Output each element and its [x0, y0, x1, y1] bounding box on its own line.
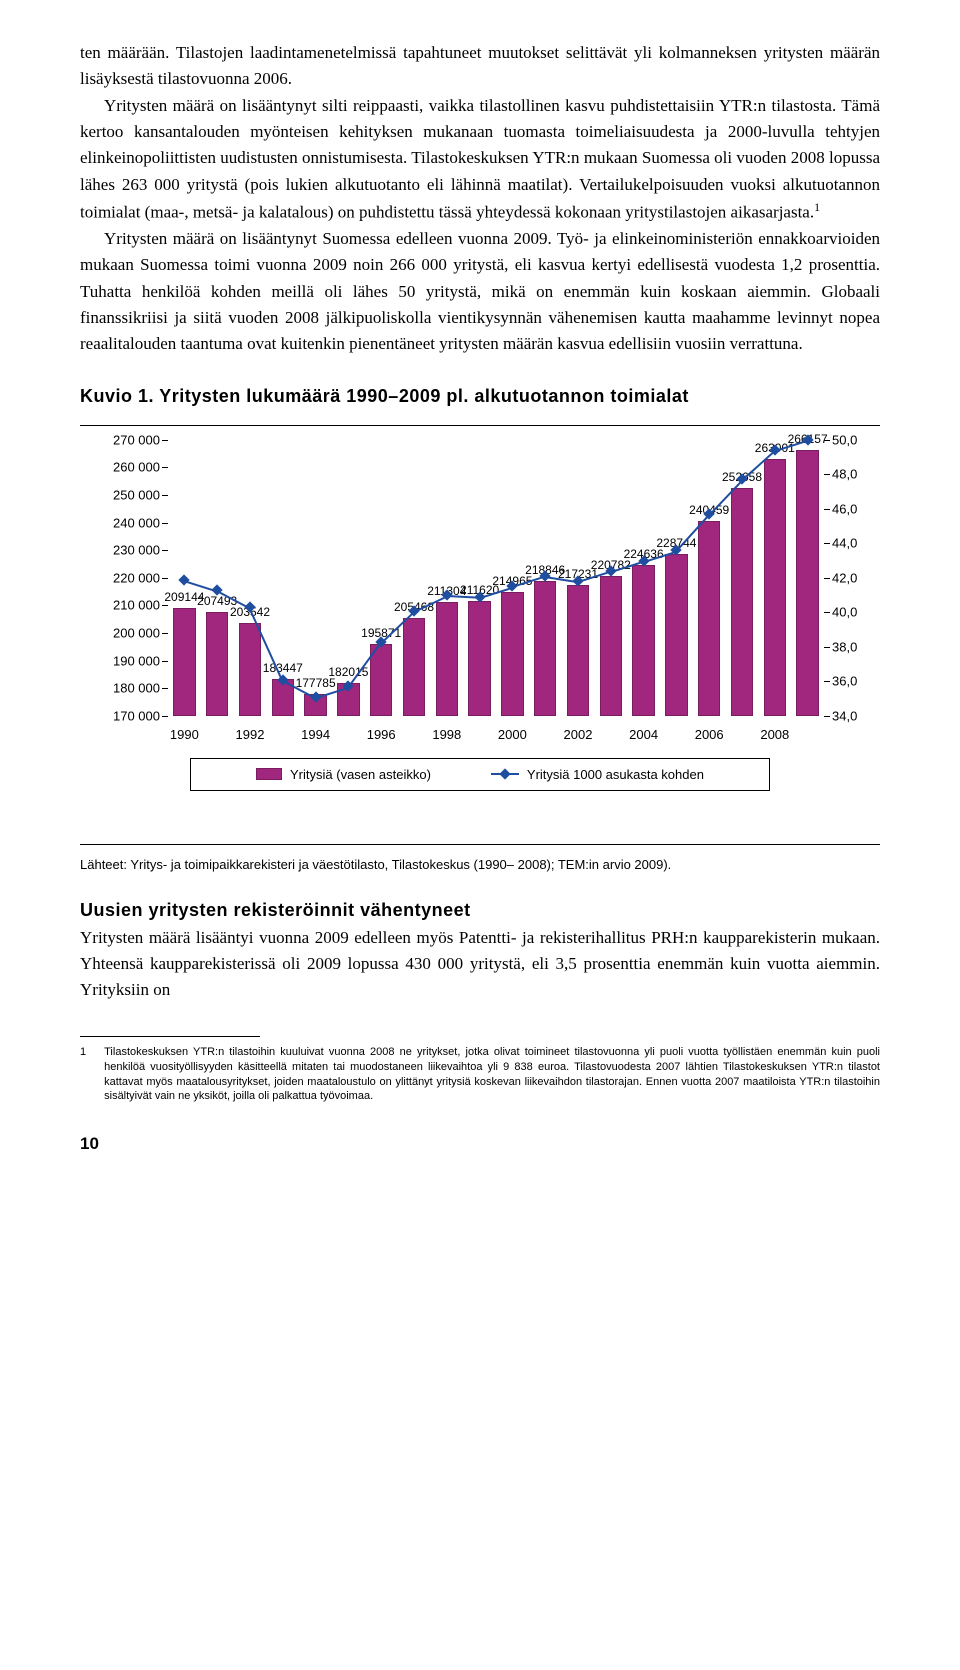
chart-plot-area: 2091442074932035421834471777851820151958… [80, 434, 880, 744]
y-left-tick-label: 220 000 [80, 570, 160, 585]
y-right-tick-label: 42,0 [832, 570, 880, 585]
footnote-text: Tilastokeskuksen YTR:n tilastoihin kuulu… [104, 1045, 880, 1104]
x-tick-label: 2008 [760, 727, 789, 742]
y-left-tick-label: 200 000 [80, 625, 160, 640]
y-right-tick-label: 40,0 [832, 605, 880, 620]
x-tick-label: 2000 [498, 727, 527, 742]
y-right-tick-label: 38,0 [832, 639, 880, 654]
y-left-tick-label: 240 000 [80, 515, 160, 530]
figure-title: Kuvio 1. Yritysten lukumäärä 1990–2009 p… [80, 386, 880, 407]
bar [468, 601, 490, 716]
legend-bar-label: Yritysiä (vasen asteikko) [290, 767, 431, 782]
x-tick-label: 2002 [564, 727, 593, 742]
p2-text: Yritysten määrä on lisääntynyt silti rei… [80, 96, 880, 222]
bar [632, 565, 654, 716]
footnote-ref: 1 [814, 200, 820, 214]
body-paragraph-continuation: ten määrään. Tilastojen laadintamenetelm… [80, 40, 880, 93]
y-right-tick-label: 50,0 [832, 432, 880, 447]
y-right-tick-label: 46,0 [832, 501, 880, 516]
y-left-tick-label: 260 000 [80, 460, 160, 475]
bar [239, 623, 261, 716]
y-right-tick-label: 48,0 [832, 467, 880, 482]
subheading: Uusien yritysten rekisteröinnit vähentyn… [80, 900, 880, 921]
chart-sources: Lähteet: Yritys- ja toimipaikkarekisteri… [80, 857, 880, 872]
x-tick-label: 1994 [301, 727, 330, 742]
x-tick-label: 2004 [629, 727, 658, 742]
footnote-number: 1 [80, 1045, 86, 1104]
bar [173, 608, 195, 716]
bar [370, 644, 392, 715]
bar-swatch [256, 768, 282, 780]
body-paragraph-2: Yritysten määrä on lisääntynyt silti rei… [80, 93, 880, 226]
y-left-tick-label: 230 000 [80, 543, 160, 558]
bar-value-label: 183447 [263, 661, 303, 675]
section2-paragraph: Yritysten määrä lisääntyi vuonna 2009 ed… [80, 925, 880, 1004]
bar [600, 576, 622, 716]
bar [665, 554, 687, 716]
y-left-tick-label: 180 000 [80, 681, 160, 696]
bar [501, 592, 523, 716]
footnote: 1 Tilastokeskuksen YTR:n tilastoihin kuu… [80, 1045, 880, 1104]
bar [534, 581, 556, 716]
bar [796, 450, 818, 715]
y-left-tick-label: 270 000 [80, 432, 160, 447]
y-right-tick-label: 44,0 [832, 536, 880, 551]
y-left-tick-label: 190 000 [80, 653, 160, 668]
bar [698, 521, 720, 715]
legend-line-label: Yritysiä 1000 asukasta kohden [527, 767, 704, 782]
page-number: 10 [80, 1134, 880, 1154]
x-tick-label: 2006 [695, 727, 724, 742]
line-swatch [491, 773, 519, 775]
bar [567, 585, 589, 715]
y-right-tick-label: 36,0 [832, 674, 880, 689]
chart-legend: Yritysiä (vasen asteikko) Yritysiä 1000 … [190, 758, 770, 791]
legend-bar: Yritysiä (vasen asteikko) [256, 767, 431, 782]
y-left-tick-label: 250 000 [80, 487, 160, 502]
footnote-rule [80, 1036, 260, 1037]
y-right-tick-label: 34,0 [832, 708, 880, 723]
bar [403, 618, 425, 716]
y-left-tick-label: 210 000 [80, 598, 160, 613]
x-tick-label: 1992 [236, 727, 265, 742]
body-paragraph-3: Yritysten määrä on lisääntynyt Suomessa … [80, 226, 880, 358]
bar [764, 459, 786, 716]
bar [436, 602, 458, 716]
bar [206, 612, 228, 715]
bar [731, 488, 753, 716]
x-tick-label: 1996 [367, 727, 396, 742]
x-tick-label: 1990 [170, 727, 199, 742]
x-tick-label: 1998 [432, 727, 461, 742]
chart-container: 2091442074932035421834471777851820151958… [80, 425, 880, 845]
legend-line: Yritysiä 1000 asukasta kohden [491, 767, 704, 782]
y-left-tick-label: 170 000 [80, 708, 160, 723]
